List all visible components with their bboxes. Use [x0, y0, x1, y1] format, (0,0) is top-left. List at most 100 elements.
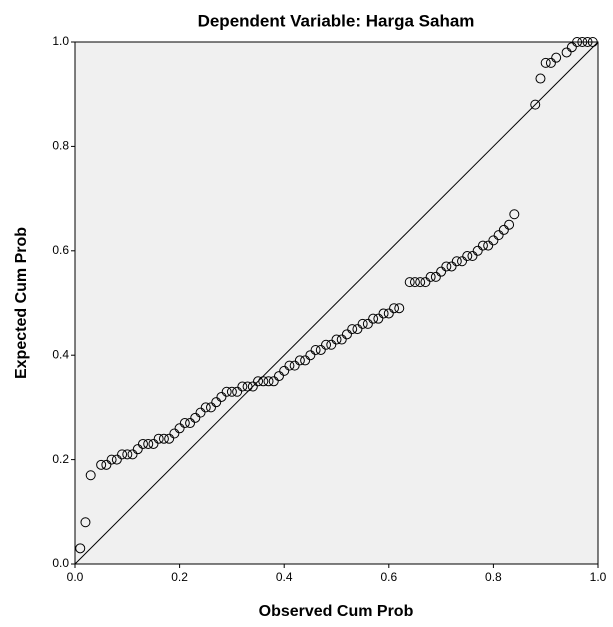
y-tick-label: 0.2	[52, 452, 69, 466]
point	[216, 391, 227, 402]
x-tick-label: 0.2	[171, 570, 188, 584]
point	[378, 308, 389, 319]
point	[211, 397, 222, 408]
point	[357, 318, 368, 329]
point	[404, 277, 415, 288]
x-tick-label: 1.0	[590, 570, 607, 584]
point	[80, 517, 91, 528]
point	[352, 324, 363, 335]
point	[122, 449, 133, 460]
point	[195, 407, 206, 418]
point	[164, 433, 175, 444]
point	[415, 277, 426, 288]
x-tick-label: 0.8	[485, 570, 502, 584]
point	[101, 459, 112, 470]
point	[409, 277, 420, 288]
point	[221, 386, 232, 397]
point	[237, 381, 248, 392]
x-tick-label: 0.6	[380, 570, 397, 584]
point	[436, 266, 447, 277]
chart-title: Dependent Variable: Harga Saham	[198, 11, 475, 30]
point	[75, 543, 86, 554]
point	[258, 376, 269, 387]
point	[174, 423, 185, 434]
point	[383, 308, 394, 319]
point	[472, 245, 483, 256]
point	[242, 381, 253, 392]
point	[321, 339, 332, 350]
point	[394, 303, 405, 314]
point	[509, 209, 520, 220]
point	[545, 57, 556, 68]
point	[185, 418, 196, 429]
point	[441, 261, 452, 272]
point	[362, 318, 373, 329]
point	[425, 271, 436, 282]
point	[300, 355, 311, 366]
point	[169, 428, 180, 439]
point	[294, 355, 305, 366]
point	[205, 402, 216, 413]
point	[253, 376, 264, 387]
x-tick-label: 0.4	[276, 570, 293, 584]
point	[305, 350, 316, 361]
point	[451, 256, 462, 267]
point	[190, 412, 201, 423]
x-tick-label: 0.0	[67, 570, 84, 584]
point	[132, 444, 143, 455]
point	[137, 438, 148, 449]
y-tick-label: 0.6	[52, 243, 69, 257]
point	[247, 381, 258, 392]
point	[347, 324, 358, 335]
point	[85, 470, 96, 481]
point	[117, 449, 128, 460]
y-tick-label: 0.0	[52, 556, 69, 570]
point	[566, 42, 577, 53]
point	[341, 329, 352, 340]
point	[389, 303, 400, 314]
y-tick-label: 1.0	[52, 34, 69, 48]
point	[430, 271, 441, 282]
point	[273, 371, 284, 382]
point	[331, 334, 342, 345]
plot-frame	[74, 41, 599, 565]
point	[315, 344, 326, 355]
point	[336, 334, 347, 345]
point	[535, 73, 546, 84]
point	[111, 454, 122, 465]
point	[446, 261, 457, 272]
point	[368, 313, 379, 324]
point	[420, 277, 431, 288]
point	[200, 402, 211, 413]
point	[530, 99, 541, 110]
point	[498, 224, 509, 235]
y-tick-label: 0.8	[52, 139, 69, 153]
y-axis-title: Expected Cum Prob	[13, 227, 30, 379]
point	[279, 365, 290, 376]
point	[373, 313, 384, 324]
point	[561, 47, 572, 58]
point	[551, 52, 562, 63]
point	[179, 418, 190, 429]
point	[226, 386, 237, 397]
point	[143, 438, 154, 449]
point	[153, 433, 164, 444]
reference-line	[74, 41, 599, 565]
point	[483, 240, 494, 251]
point	[127, 449, 138, 460]
point	[158, 433, 169, 444]
point	[462, 251, 473, 262]
point	[148, 438, 159, 449]
point	[268, 376, 279, 387]
point	[326, 339, 337, 350]
point	[96, 459, 107, 470]
point	[106, 454, 117, 465]
point	[467, 251, 478, 262]
point	[263, 376, 274, 387]
point	[457, 256, 468, 267]
point	[310, 344, 321, 355]
point	[477, 240, 488, 251]
point	[488, 235, 499, 246]
point	[284, 360, 295, 371]
